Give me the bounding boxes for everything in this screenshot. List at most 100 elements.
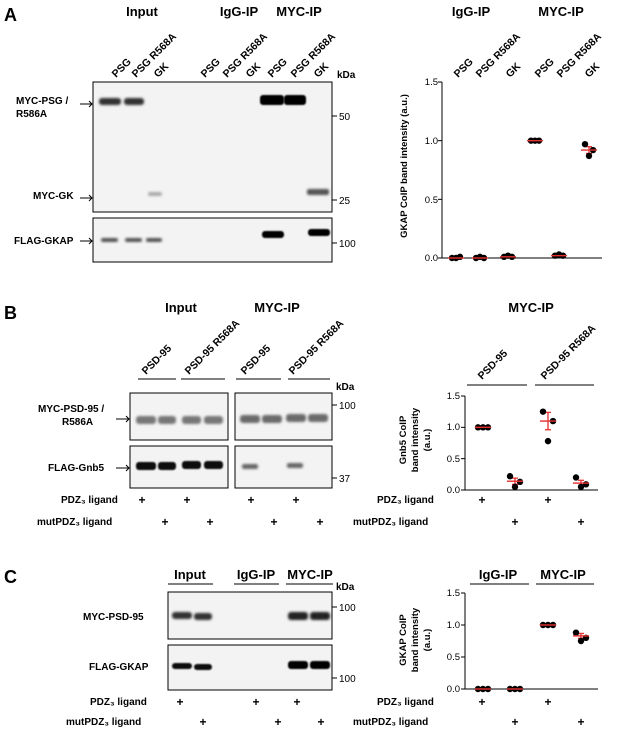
- blot-label: MYC-PSD-95 /: [38, 404, 104, 415]
- chart-row-label-mutpdz: mutPDZ₃ ligand: [353, 717, 428, 728]
- mw-marker: 100: [339, 401, 356, 412]
- chart-group-label: PSD-95: [476, 348, 511, 383]
- plus-mark: +: [577, 715, 584, 729]
- y-tick-label: 0.0: [447, 485, 460, 496]
- plus-mark: +: [176, 695, 183, 709]
- row-label-pdz: PDZ₃ ligand: [90, 697, 147, 708]
- y-tick-label: 1.5: [425, 77, 438, 88]
- lane-label: PSG: [199, 56, 223, 80]
- data-point: [572, 629, 580, 636]
- plus-mark: +: [138, 493, 145, 507]
- plus-mark: +: [206, 515, 213, 529]
- chart-y-label: GKAP CoIP: [398, 614, 409, 666]
- blot-label: FLAG-GKAP: [89, 662, 149, 673]
- y-tick-label: 1.5: [447, 588, 460, 599]
- y-tick-label: 0.0: [425, 253, 438, 264]
- lane-label: PSG: [110, 56, 134, 80]
- arrow-icon: [116, 464, 130, 472]
- panel-a-bands-bottom: [101, 229, 330, 242]
- chart-title: MYC-IP: [508, 300, 554, 315]
- lane-label: PSG: [266, 56, 290, 80]
- panel-b-bands-top: [136, 414, 328, 424]
- panel-c-chart-plus-marks: + + + +: [478, 695, 584, 729]
- y-tick-label: 1.0: [447, 620, 460, 631]
- chart-group-label: PSD-95 R568A: [539, 322, 599, 382]
- chart-y-label: (a.u.): [422, 629, 433, 652]
- plus-mark: +: [511, 715, 518, 729]
- chart-row-label-mutpdz: mutPDZ₃ ligand: [353, 517, 428, 528]
- panel-c-group-input: Input: [174, 567, 206, 582]
- data-point: [456, 253, 464, 261]
- data-point: [511, 483, 519, 491]
- plus-mark: +: [317, 715, 324, 729]
- mw-marker: 50: [339, 112, 351, 123]
- panel-c-bands-top: [172, 612, 330, 620]
- chart-category-label: GK: [504, 60, 524, 80]
- panel-a-group-input: Input: [126, 4, 158, 19]
- y-tick-label: 1.5: [447, 391, 460, 402]
- chart-y-label: band intensity: [410, 407, 421, 472]
- chart-group-label: MYC-IP: [540, 567, 586, 582]
- panel-c-plus-marks: + + + + + +: [176, 695, 324, 729]
- blot-label: R586A: [16, 109, 47, 120]
- panel-a-bands-top: [99, 95, 329, 196]
- blot-label: R586A: [62, 417, 93, 428]
- arrow-icon: [80, 100, 93, 108]
- panel-c-bands-bottom: [172, 661, 330, 670]
- panel-c-group-myc: MYC-IP: [287, 567, 333, 582]
- y-tick-label: 0.0: [447, 684, 460, 695]
- data-point: [581, 140, 589, 148]
- y-tick-label: 0.5: [425, 195, 438, 206]
- panel-a-kda: kDa: [337, 70, 356, 81]
- panel-b-group-input: Input: [165, 300, 197, 315]
- plus-mark: +: [478, 493, 485, 507]
- y-tick-label: 1.0: [425, 136, 438, 147]
- chart-y-label: band intensity: [410, 607, 421, 672]
- panel-b-plus-marks: + + + + + + + +: [138, 493, 323, 529]
- blot-label: MYC-GK: [33, 191, 74, 202]
- panel-b-kda: kDa: [336, 382, 355, 393]
- y-tick-label: 0.5: [447, 652, 460, 663]
- chart-category-label: GK: [583, 60, 603, 80]
- blot-label: FLAG-Gnb5: [48, 463, 105, 474]
- data-point: [577, 483, 585, 491]
- chart-category-label: PSG: [452, 56, 476, 80]
- mw-marker: 37: [339, 474, 351, 485]
- panel-a-group-myc: MYC-IP: [276, 4, 322, 19]
- mw-marker: 25: [339, 196, 351, 207]
- blot-label: FLAG-GKAP: [14, 236, 74, 247]
- plus-mark: +: [293, 695, 300, 709]
- row-label-pdz: PDZ₃ ligand: [61, 495, 118, 506]
- blot-label: MYC-PSG /: [16, 96, 68, 107]
- panel-a-lane-labels: PSG PSG R568A GK PSG PSG R568A GK PSG PS…: [110, 30, 339, 80]
- panel-b-chart-plus-marks: + + + +: [478, 493, 584, 529]
- data-point: [572, 474, 580, 481]
- panel-c-chart: IgG-IP MYC-IP GKAP CoIP band intensity (…: [398, 567, 598, 695]
- blot-label: MYC-PSD-95: [83, 612, 144, 623]
- arrow-icon: [80, 237, 93, 245]
- panel-b-group-myc: MYC-IP: [254, 300, 300, 315]
- data-point: [585, 152, 593, 160]
- plus-mark: +: [270, 515, 277, 529]
- lane-label: PSD-95: [239, 343, 274, 378]
- row-label-mutpdz: mutPDZ₃ ligand: [37, 517, 112, 528]
- lane-label: GK: [244, 60, 264, 80]
- plus-mark: +: [292, 493, 299, 507]
- data-point: [506, 473, 514, 480]
- plus-mark: +: [544, 695, 551, 709]
- lane-label: PSD-95 R568A: [287, 317, 347, 377]
- panel-b-letter: B: [4, 303, 17, 323]
- data-point: [539, 408, 547, 415]
- plus-mark: +: [544, 493, 551, 507]
- plus-mark: +: [247, 493, 254, 507]
- chart-group-label: IgG-IP: [452, 4, 491, 19]
- plus-mark: +: [577, 515, 584, 529]
- chart-y-label: (a.u.): [422, 429, 433, 452]
- panel-c-kda: kDa: [336, 582, 355, 593]
- panel-a-chart: IgG-IP MYC-IP PSG PSG R568A GK PSG PSG R…: [399, 4, 604, 264]
- data-point: [544, 437, 552, 445]
- arrow-icon: [116, 415, 130, 423]
- arrow-icon: [80, 194, 93, 202]
- row-label-mutpdz: mutPDZ₃ ligand: [66, 717, 141, 728]
- mw-marker: 100: [339, 674, 356, 685]
